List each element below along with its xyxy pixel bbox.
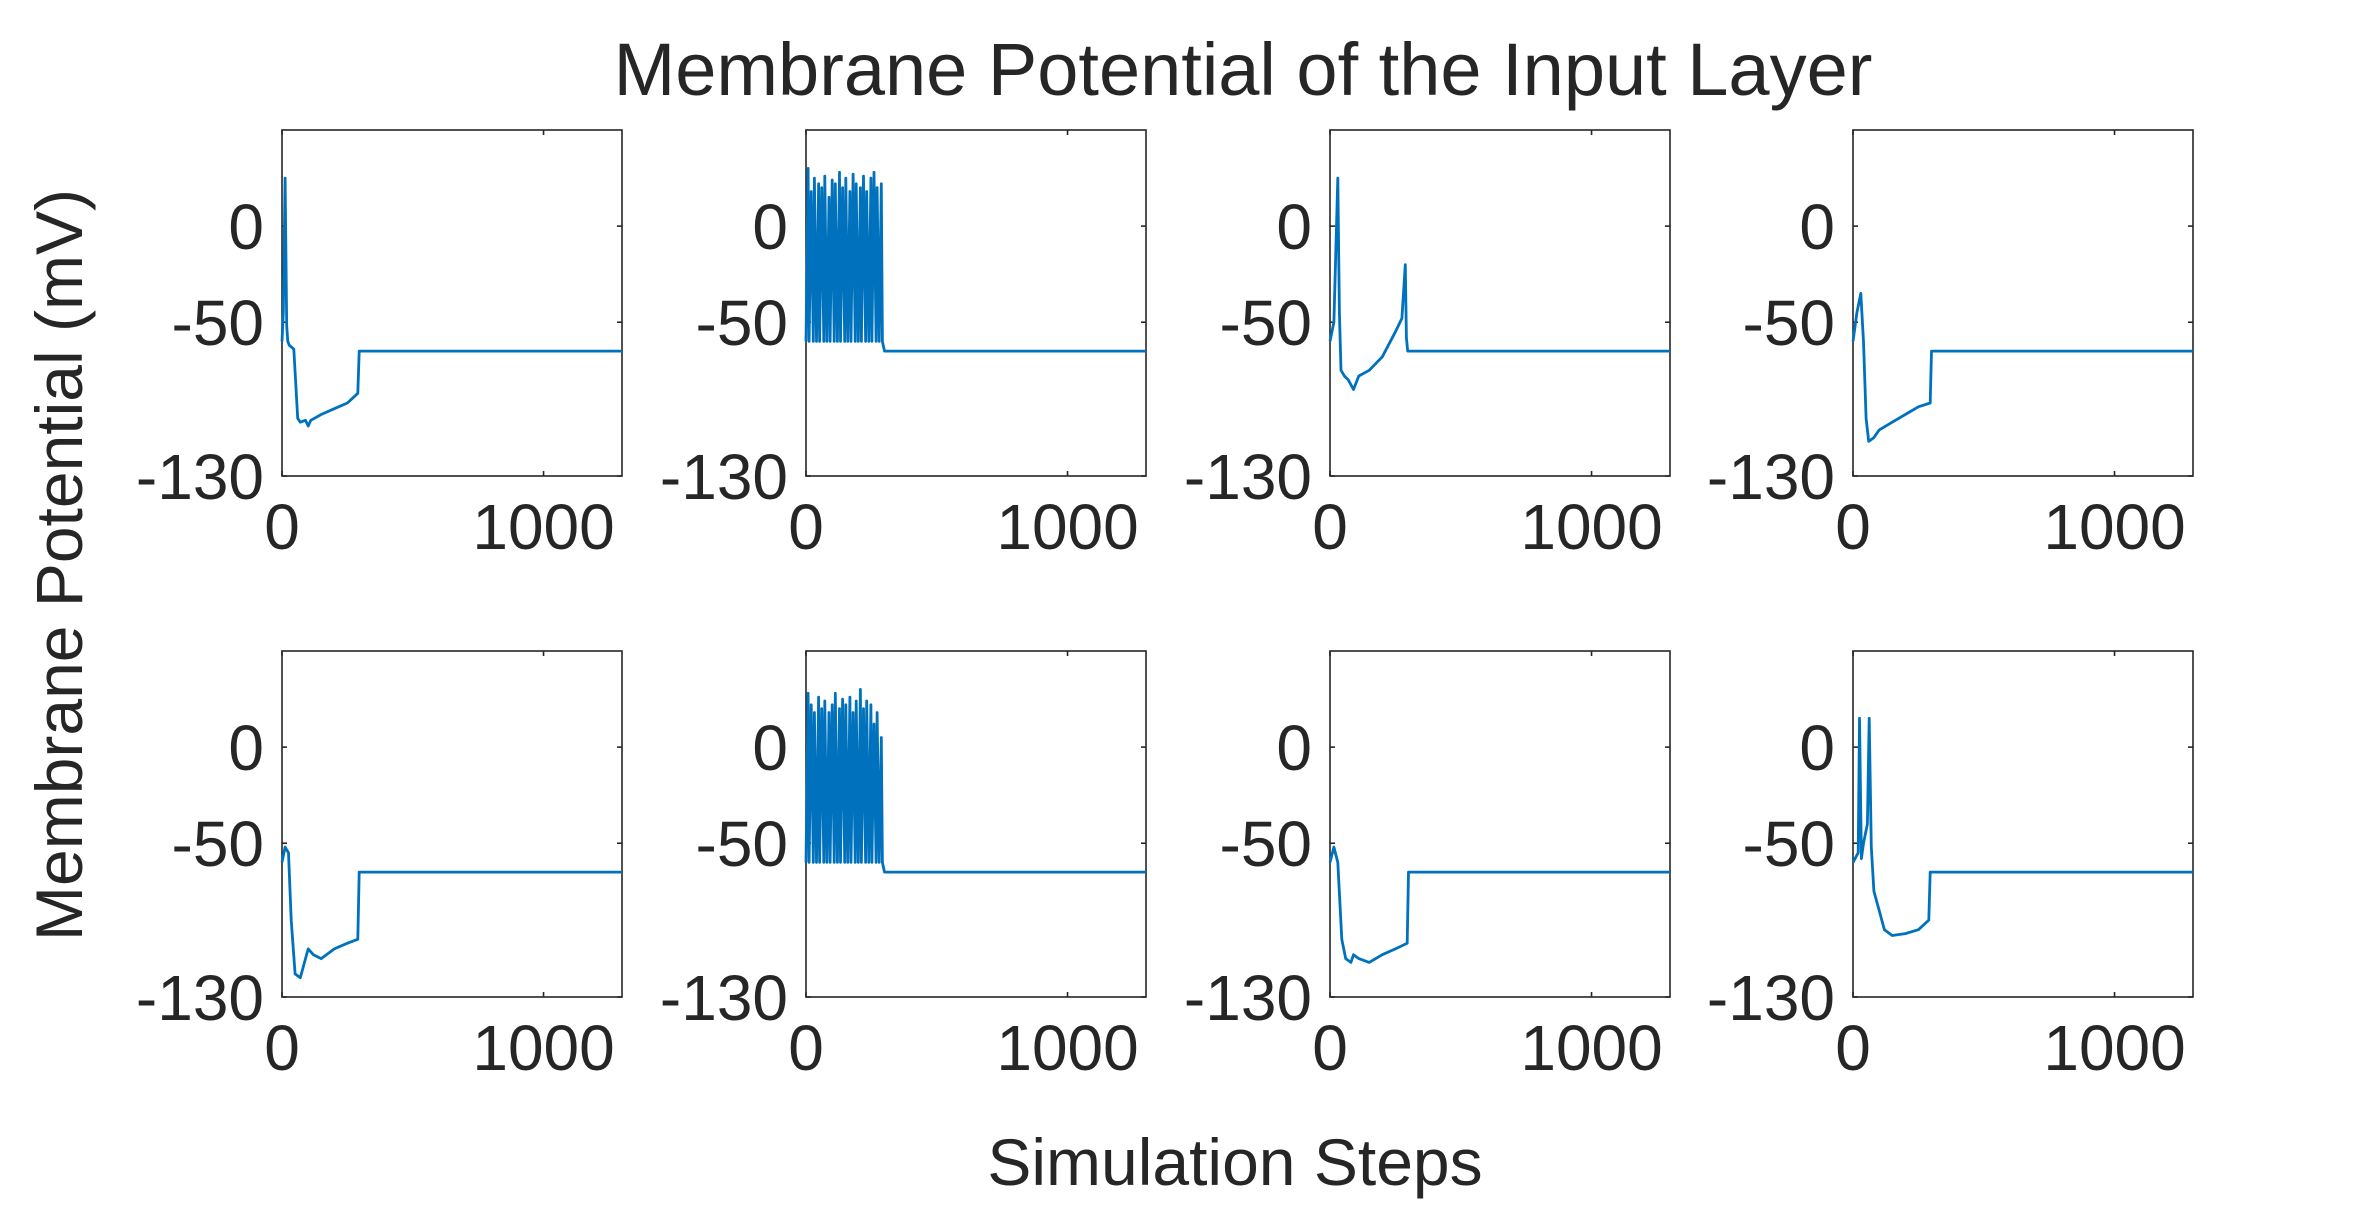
x-tick-label: 1000 <box>2043 1012 2185 1084</box>
membrane-trace-line <box>1851 716 2193 937</box>
axes-box <box>1852 129 2194 477</box>
subplot: 0 1000 -130 -50 0 <box>1707 129 2194 563</box>
y-tick-label: -50 <box>1743 287 1836 359</box>
y-axis-label: Membrane Potential (mV) <box>22 189 96 941</box>
y-tick-label: -50 <box>696 287 789 359</box>
x-tick-label: 1000 <box>1520 1012 1662 1084</box>
membrane-trace-line <box>804 166 1146 353</box>
subplot: 0 1000 -130 -50 0 <box>1184 650 1671 1084</box>
subplot: 0 1000 -130 -50 0 <box>660 129 1147 563</box>
axes-box <box>281 129 623 477</box>
y-tick-label: -130 <box>136 441 264 513</box>
y-tick-label: -50 <box>1220 808 1313 880</box>
x-tick-label: 0 <box>788 1012 824 1084</box>
x-tick-label: 1000 <box>472 491 614 563</box>
x-tick-label: 0 <box>1312 1012 1348 1084</box>
membrane-trace-line <box>280 176 622 428</box>
chart-title: Membrane Potential of the Input Layer <box>614 28 1873 111</box>
y-tick-label: -50 <box>172 808 265 880</box>
y-tick-label: -130 <box>1184 441 1312 513</box>
subplot: 0 1000 -130 -50 0 <box>1707 650 2194 1084</box>
y-tick-label: -130 <box>660 962 788 1034</box>
y-tick-label: -130 <box>1707 962 1835 1034</box>
x-tick-label: 1000 <box>2043 491 2185 563</box>
subplot: 0 1000 -130 -50 0 <box>136 650 623 1084</box>
y-tick-label: -50 <box>1743 808 1836 880</box>
x-tick-label: 0 <box>1835 491 1871 563</box>
y-tick-label: -50 <box>1220 287 1313 359</box>
membrane-trace-line <box>1328 845 1670 964</box>
x-axis-label: Simulation Steps <box>987 1125 1482 1199</box>
y-tick-label: -130 <box>136 962 264 1034</box>
y-tick-label: -130 <box>1184 962 1312 1034</box>
y-tick-label: 0 <box>228 712 264 784</box>
membrane-trace-line <box>1851 291 2193 443</box>
y-tick-label: -130 <box>660 441 788 513</box>
x-tick-label: 0 <box>788 491 824 563</box>
x-tick-label: 1000 <box>472 1012 614 1084</box>
subplot: 0 1000 -130 -50 0 <box>660 650 1147 1084</box>
y-tick-label: -130 <box>1707 441 1835 513</box>
membrane-trace-line <box>280 845 622 980</box>
y-tick-label: 0 <box>228 191 264 263</box>
x-tick-label: 1000 <box>996 491 1138 563</box>
axes-box <box>1329 129 1671 477</box>
y-tick-label: 0 <box>752 191 788 263</box>
axes-box <box>281 650 623 998</box>
axes-box <box>1329 650 1671 998</box>
x-tick-label: 0 <box>264 491 300 563</box>
y-tick-label: 0 <box>1276 191 1312 263</box>
axes-box <box>1852 650 2194 998</box>
membrane-trace-line <box>804 688 1146 874</box>
y-tick-label: -50 <box>696 808 789 880</box>
y-tick-label: 0 <box>1799 712 1835 784</box>
x-tick-label: 0 <box>264 1012 300 1084</box>
x-tick-label: 0 <box>1312 491 1348 563</box>
x-tick-label: 0 <box>1835 1012 1871 1084</box>
y-tick-label: 0 <box>752 712 788 784</box>
membrane-trace-line <box>1328 176 1670 391</box>
x-tick-label: 1000 <box>996 1012 1138 1084</box>
x-tick-label: 1000 <box>1520 491 1662 563</box>
subplot: 0 1000 -130 -50 0 <box>136 129 623 563</box>
y-tick-label: -50 <box>172 287 265 359</box>
subplot: 0 1000 -130 -50 0 <box>1184 129 1671 563</box>
y-tick-label: 0 <box>1799 191 1835 263</box>
y-tick-label: 0 <box>1276 712 1312 784</box>
